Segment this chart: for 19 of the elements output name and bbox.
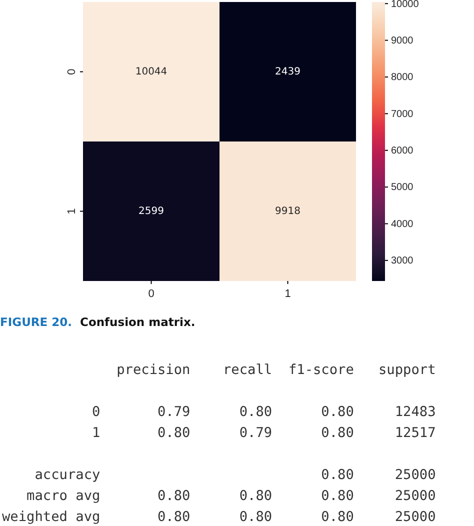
- color-bar-label: 3000: [391, 256, 414, 267]
- color-bar-label: 8000: [391, 72, 414, 84]
- data-label: 10044: [135, 66, 168, 78]
- color-bar-label: 6000: [391, 146, 414, 157]
- color-bar-label: 9000: [391, 36, 414, 46]
- caption: FIGURE 20. Confusion matrix.: [0, 315, 196, 329]
- color-bar-label: 7000: [391, 108, 414, 120]
- text: accuracy 0.80 25000: [34, 466, 436, 485]
- data-label: 2439: [275, 66, 300, 78]
- color-bar-label: 4000: [391, 218, 414, 230]
- color-bar-label: 5000: [391, 182, 414, 194]
- text: 0 0.79 0.80 0.80 12483: [91, 403, 436, 422]
- data-label: 9918: [275, 206, 300, 217]
- text: macro avg 0.80 0.80 0.80 25000: [26, 487, 436, 506]
- text: precision recall f1-score support: [116, 361, 436, 380]
- text: 1 0.80 0.79 0.80 12517: [91, 424, 436, 443]
- text: weighted avg 0.80 0.80 0.80 25000: [2, 508, 436, 526]
- data-label: 2599: [138, 206, 164, 217]
- color-bar-label: 10000: [391, 0, 420, 10]
